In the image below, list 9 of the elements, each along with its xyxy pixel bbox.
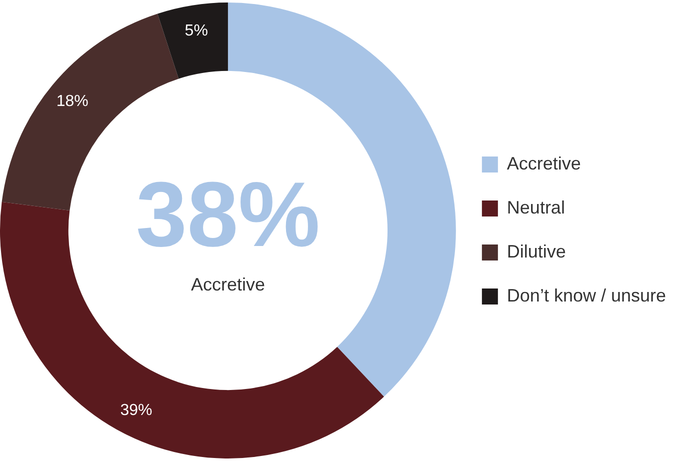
text: Accretive: [190, 274, 265, 294]
legend-label: Accretive: [506, 153, 581, 174]
legend-label: Neutral: [506, 197, 565, 218]
data-label: 5%: [184, 22, 208, 40]
legend-label: Dilutive: [506, 241, 566, 262]
data-label: 39%: [120, 402, 152, 419]
legend-label: Don’t know / unsure: [506, 285, 666, 306]
data-label: 18%: [56, 93, 88, 110]
text: 38%: [136, 164, 320, 266]
